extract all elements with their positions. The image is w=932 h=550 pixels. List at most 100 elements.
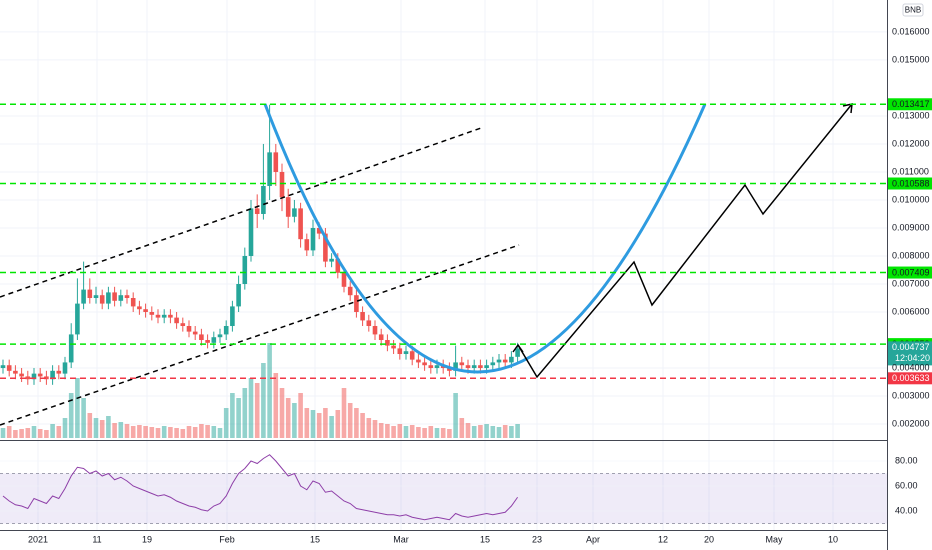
volume-bar	[267, 343, 272, 438]
volume-bar	[335, 410, 341, 438]
candle-body	[366, 320, 372, 327]
symbol-badge[interactable]	[902, 3, 924, 17]
volume-bar	[366, 418, 372, 438]
volume-bar	[515, 424, 520, 438]
candle-body	[484, 365, 489, 369]
volume-bar	[360, 413, 365, 438]
trend-line	[0, 127, 482, 298]
volume-bar	[149, 427, 155, 438]
volume-bar	[205, 425, 210, 438]
candle-body	[298, 208, 303, 240]
candle-body	[341, 272, 347, 287]
volume-bar	[254, 383, 260, 438]
candle-body	[211, 337, 217, 343]
rsi-pane	[0, 454, 887, 524]
candle-body	[236, 283, 241, 307]
volume-bar	[186, 426, 192, 438]
candle-body	[292, 208, 297, 217]
x-tick-label: 19	[142, 534, 152, 544]
candle-body	[304, 239, 310, 251]
x-tick-label: 11	[92, 534, 101, 544]
volume-bar	[478, 425, 483, 438]
candle-body	[130, 298, 136, 307]
volume-bar	[385, 424, 390, 438]
candle-body	[310, 227, 316, 251]
candle-body	[447, 368, 452, 371]
x-tick-label: 10	[828, 534, 838, 544]
candle-body	[149, 312, 155, 315]
candle-body	[496, 359, 502, 363]
candle-body	[372, 326, 378, 335]
candle-body	[335, 258, 341, 273]
candle-body	[248, 208, 254, 256]
candle-body	[99, 295, 105, 304]
level-tag	[888, 266, 932, 279]
rsi-band	[0, 473, 887, 524]
candle-body	[87, 289, 93, 299]
y-tick-label: 0.011000	[892, 166, 929, 176]
volume-bar	[25, 428, 31, 438]
y-tick-label: 0.004000	[892, 362, 930, 372]
symbol-label: BNB	[905, 6, 921, 15]
candle-body	[385, 340, 390, 346]
arrow-head	[512, 343, 524, 353]
candle-body	[155, 314, 161, 318]
candle-body	[205, 340, 210, 343]
candle-body	[50, 370, 55, 380]
price-axis: 0.016000 0.015000 0.013000 0.012000 0.011000…	[28, 26, 930, 544]
y-tick-label: 0.007000	[892, 278, 930, 288]
volume-bar	[81, 398, 86, 438]
volume-bar	[44, 430, 49, 438]
candle-body	[118, 295, 124, 301]
candle-body	[75, 303, 80, 335]
y-tick-label: 0.015000	[892, 54, 930, 64]
candle-body	[44, 376, 49, 380]
rsi-tick-label: 40.00	[895, 505, 918, 515]
projection-path	[517, 103, 853, 379]
candle-body	[347, 286, 353, 296]
volume-bar	[298, 393, 303, 438]
volume-bar	[341, 388, 347, 438]
candle-body	[168, 314, 173, 318]
volume-bar	[509, 426, 514, 438]
x-tick-label: 23	[532, 534, 542, 544]
candle-body	[81, 289, 86, 304]
volume-bar	[199, 424, 204, 438]
level-tag-label: 0.003633	[892, 373, 930, 383]
volume-bar	[106, 416, 111, 438]
volume-bar	[236, 398, 241, 438]
last-price-label: 0.004737	[892, 342, 930, 352]
candle-body	[174, 317, 179, 324]
y-tick-label: 0.013000	[892, 110, 930, 120]
volume-bar	[304, 408, 310, 438]
level-tag	[888, 98, 932, 111]
x-tick-label: 15	[480, 534, 490, 544]
candle-body	[230, 306, 235, 327]
x-tick-label: Mar	[393, 534, 409, 544]
grid	[0, 0, 887, 530]
volume-bar	[484, 424, 489, 438]
volume-bar	[471, 426, 477, 438]
candle-body	[56, 370, 62, 374]
volume-bar	[316, 413, 322, 438]
volume-bar	[180, 429, 186, 438]
candle-body	[409, 351, 415, 360]
volume-bar	[31, 426, 37, 438]
candle-body	[465, 365, 471, 369]
volume-bar	[137, 425, 142, 438]
volume-bar	[453, 393, 458, 438]
volume-bar	[416, 427, 421, 438]
volume-bar	[56, 426, 62, 438]
volume-bar	[130, 426, 136, 438]
levels: 0.0134170.0105880.0074090.0048530.003633…	[0, 98, 932, 385]
volume-bar	[496, 427, 502, 438]
candle-body	[416, 359, 421, 363]
candle-body	[37, 373, 43, 377]
candle-body	[453, 362, 458, 371]
candle-body	[403, 351, 409, 355]
volume-bar	[217, 428, 223, 438]
volume-bar	[378, 423, 384, 438]
candle-body	[242, 255, 248, 284]
volume-bar	[409, 425, 415, 438]
